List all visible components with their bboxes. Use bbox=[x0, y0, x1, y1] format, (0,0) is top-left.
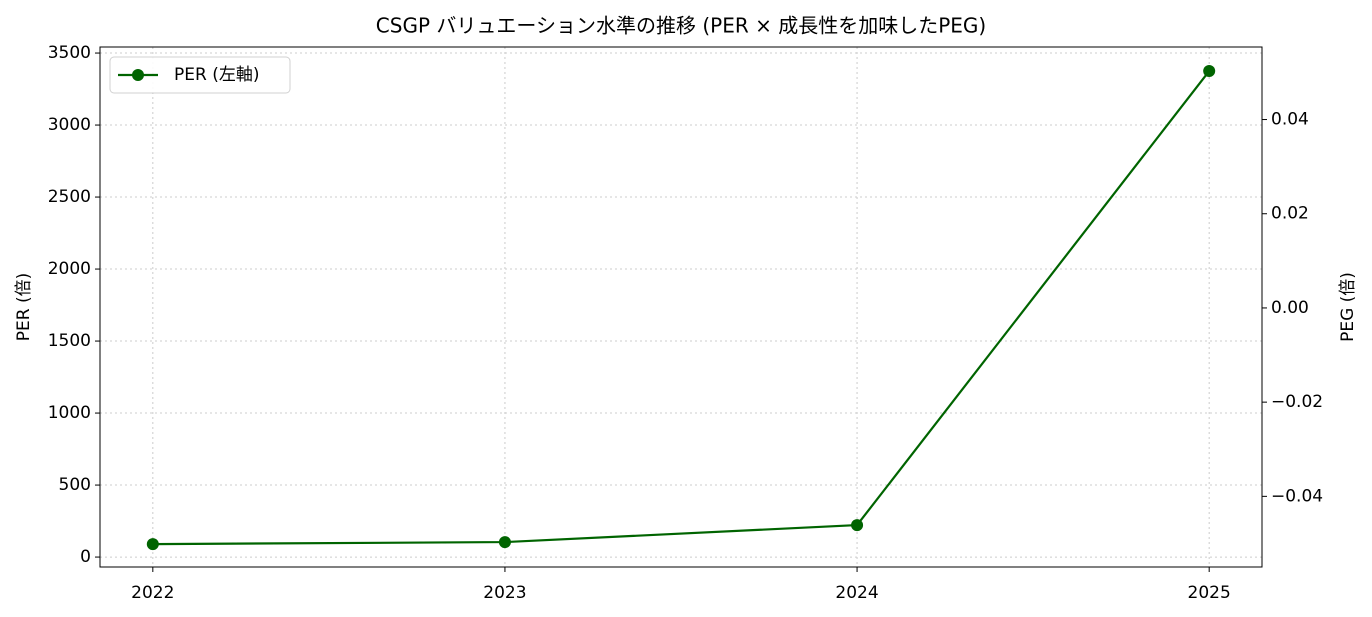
data-line bbox=[152, 70, 1211, 546]
data-point bbox=[498, 536, 511, 549]
y2-tick-label: 0.02 bbox=[1271, 204, 1309, 224]
y2-tick-label: −0.02 bbox=[1271, 392, 1323, 412]
legend-marker bbox=[132, 69, 144, 81]
x-tick-label: 2025 bbox=[1188, 583, 1231, 603]
y-tick-label: 2500 bbox=[48, 187, 91, 207]
legend-label: PER (左軸) bbox=[174, 65, 259, 85]
data-point bbox=[851, 519, 864, 532]
y-tick-label: 0 bbox=[80, 547, 91, 567]
x-tick-label: 2024 bbox=[835, 583, 878, 603]
y2-tick-label: 0.04 bbox=[1271, 110, 1309, 130]
legend-box bbox=[109, 56, 291, 94]
plot-frame bbox=[99, 46, 1263, 568]
x-tick-label: 2023 bbox=[483, 583, 526, 603]
data-point bbox=[1203, 65, 1216, 78]
y-tick-label: 1500 bbox=[48, 331, 91, 351]
data-point bbox=[146, 538, 159, 551]
legend: PER (左軸) bbox=[109, 56, 291, 94]
y-tick-label: 3500 bbox=[48, 43, 91, 63]
y-tick-label: 3000 bbox=[48, 115, 91, 135]
y-axis-label: PER (倍) bbox=[14, 273, 34, 341]
y-tick-label: 1000 bbox=[48, 403, 91, 423]
y-tick-label: 2000 bbox=[48, 259, 91, 279]
x-tick-label: 2022 bbox=[131, 583, 174, 603]
y-tick-label: 500 bbox=[59, 475, 91, 495]
y2-tick-label: −0.04 bbox=[1271, 486, 1323, 506]
y2-axis-label: PEG (倍) bbox=[1338, 272, 1358, 342]
y2-tick-label: 0.00 bbox=[1271, 298, 1309, 318]
chart-title: CSGP バリュエーション水準の推移 (PER × 成長性を加味したPEG) bbox=[376, 14, 986, 38]
